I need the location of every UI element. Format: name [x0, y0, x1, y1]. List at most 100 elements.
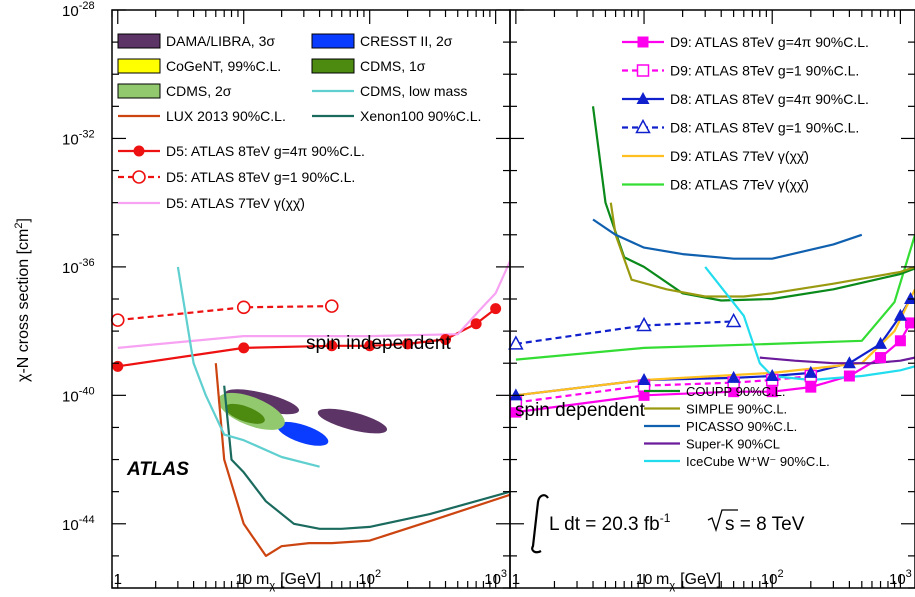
y-tick-label-exp: -36	[79, 257, 95, 269]
marker-d9-atlas-8tev-g-4-90-c-l	[766, 386, 778, 398]
x-axis-label-left-main: m	[256, 571, 269, 588]
y-tick-label-base: 10	[62, 131, 79, 148]
series-d9-atlas-7tev	[515, 288, 915, 397]
legend-swatch	[311, 33, 355, 49]
marker-d8-atlas-8tev-g-4-90-c-l	[509, 388, 523, 401]
marker-d9-atlas-8tev-g-4-90-c-l	[843, 370, 855, 382]
x-tick-label-base: 10	[636, 571, 653, 588]
marker-d8-atlas-8tev-g-4-90-c-l	[765, 369, 779, 382]
marker-d8-atlas-8tev-g-4-90-c-l	[727, 370, 741, 383]
region-cdms-1	[225, 403, 265, 424]
legend-label-picasso-90-c-l: PICASSO 90%C.L.	[686, 419, 797, 434]
legend-label-cogent-99-c-l: CoGeNT, 99%C.L.	[166, 58, 281, 74]
marker-d5-atlas-8tev-g-4-90-c-l	[402, 338, 414, 350]
x-axis-label-left-unit: [GeV]	[280, 571, 321, 588]
x-axis-label-left-sub: χ	[269, 580, 275, 592]
x-tick-label-base: 10	[358, 571, 375, 588]
legend-label-d8-atlas-7tev: D8: ATLAS 7TeV γ(χχ̄)	[670, 177, 809, 193]
marker-d9-atlas-8tev-g-4-90-c-l	[894, 335, 906, 347]
spin-dependent-label: spin dependent	[515, 400, 646, 421]
y-tick-label-base: 10	[62, 3, 79, 20]
x-axis-label-right-sub: χ	[669, 580, 675, 592]
legend-label-lux-2013-90-c-l: LUX 2013 90%C.L.	[166, 108, 286, 124]
y-tick-label: 10-36	[62, 257, 95, 277]
legend-swatch	[117, 83, 161, 99]
legend-label-cresst-ii-2: CRESST II, 2σ	[360, 33, 453, 49]
x-tick-label-right: 10	[636, 571, 653, 588]
x-tick-label-exp: 2	[375, 568, 381, 580]
sqrt-sign	[707, 509, 738, 533]
y-tick-label: 10-44	[62, 514, 95, 534]
y-tick-label: 10-32	[62, 128, 95, 148]
legend-label-super-k-90-cl: Super-K 90%CL	[686, 437, 780, 452]
x-tick-label-exp: 3	[501, 568, 507, 580]
marker-d5-atlas-8tev-g-4-90-c-l	[490, 303, 502, 315]
x-tick-label-left: 1	[114, 571, 122, 588]
x-axis-label-right: mχ [GeV]	[656, 571, 721, 592]
series-xenon100-90-c-l	[223, 385, 510, 530]
x-axis-label-right-main: m	[656, 571, 669, 588]
integral-sign	[531, 494, 549, 554]
legend-label-cdms-2: CDMS, 2σ	[166, 83, 232, 99]
marker-d8-atlas-8tev-g-1-90-c-l	[725, 312, 742, 328]
x-axis-label-left: mχ [GeV]	[256, 571, 321, 592]
legend-swatch	[117, 33, 161, 49]
series-simple-90-c-l	[609, 202, 915, 298]
x-tick-label-left: 103	[484, 568, 507, 588]
legend-label-d9-atlas-7tev: D9: ATLAS 7TeV γ(χχ̄)	[670, 148, 809, 164]
x-tick-label-right: 102	[761, 568, 784, 588]
series-d5-atlas-8tev-g-4-90-c-l	[117, 307, 497, 368]
y-tick-label: 10-28	[62, 0, 95, 20]
marker-d5-atlas-8tev-g-1-90-c-l	[236, 300, 251, 315]
region-dama-libra-3-high-mass	[317, 408, 388, 434]
spin-independent-label: spin independent	[306, 333, 451, 354]
x-tick-label-base: 10	[761, 571, 778, 588]
legend-label-coupp-90-c-l: COUPP 90%C.L.	[686, 384, 785, 399]
lumi-exp: -1	[660, 511, 671, 525]
series-d8-atlas-8tev-g-1-90-c-l	[515, 320, 734, 345]
y-tick-label: 10-40	[62, 385, 95, 405]
luminosity-text: L dt = 20.3 fb-1	[549, 511, 671, 535]
legend-right: D9: ATLAS 8TeV g=4π 90%C.L. D9: ATLAS 8Te…	[622, 34, 869, 469]
marker-d8-atlas-8tev-g-4-90-c-l	[842, 356, 856, 369]
marker-d5-atlas-8tev-g-4-90-c-l	[326, 340, 338, 352]
series-cdms-low-mass	[176, 266, 320, 468]
marker-d5-atlas-8tev-g-4-90-c-l	[364, 340, 376, 352]
region-cresst-ii-2-high-mass	[277, 421, 329, 446]
legend-marker	[132, 170, 146, 184]
marker-d8-atlas-8tev-g-4-90-c-l	[893, 308, 907, 321]
y-tick-label-base: 10	[62, 388, 79, 405]
series-d8-atlas-7tev	[515, 234, 915, 361]
x-tick-label-right: 103	[889, 568, 912, 588]
marker-d8-atlas-8tev-g-4-90-c-l	[804, 365, 818, 378]
legend-marker	[636, 64, 650, 77]
legend-label-d5-atlas-8tev-g-1-90-c-l: D5: ATLAS 8TeV g=1 90%C.L.	[166, 169, 355, 185]
marker-d9-atlas-8tev-g-4-90-c-l	[805, 381, 817, 393]
legend-label-cdms-1: CDMS, 1σ	[360, 58, 426, 74]
series-lux-2013-90-c-l	[214, 363, 510, 558]
marker-d9-atlas-8tev-g-4-90-c-l	[510, 406, 522, 418]
y-axis-label-sup: 2	[13, 223, 25, 229]
x-tick-label-base: 1	[114, 571, 122, 588]
marker-d5-atlas-8tev-g-4-90-c-l	[112, 360, 124, 372]
y-tick-label-exp: -28	[79, 0, 95, 12]
lumi-text: L dt = 20.3 fb	[549, 514, 660, 535]
legend-label-dama-libra-3: DAMA/LIBRA, 3σ	[166, 33, 275, 49]
legend-label-d8-atlas-8tev-g-1-90-c-l: D8: ATLAS 8TeV g=1 90%C.L.	[670, 120, 859, 136]
marker-d9-atlas-8tev-g-4-90-c-l	[638, 389, 650, 401]
energy-text: s = 8 TeV	[725, 514, 805, 535]
legend-label-simple-90-c-l: SIMPLE 90%C.L.	[686, 402, 787, 417]
x-tick-label-base: 1	[512, 571, 520, 588]
marker-d8-atlas-8tev-g-4-90-c-l	[637, 373, 651, 386]
marker-d5-atlas-8tev-g-1-90-c-l	[110, 313, 125, 327]
y-tick-label-exp: -40	[79, 385, 95, 397]
marker-d5-atlas-8tev-g-4-90-c-l	[238, 342, 250, 354]
legend-swatch	[117, 58, 161, 74]
legend-label-d8-atlas-8tev-g-4-90-c-l: D8: ATLAS 8TeV g=4π 90%C.L.	[670, 91, 869, 107]
x-tick-label-left: 10	[235, 571, 252, 588]
x-tick-label-left: 102	[358, 568, 381, 588]
legend-left: DAMA/LIBRA, 3σ CRESST II, 2σ CoGeNT, 99%C.…	[117, 33, 481, 211]
legend-label-xenon100-90-c-l: Xenon100 90%C.L.	[360, 108, 481, 124]
marker-d8-atlas-8tev-g-4-90-c-l	[904, 292, 915, 304]
